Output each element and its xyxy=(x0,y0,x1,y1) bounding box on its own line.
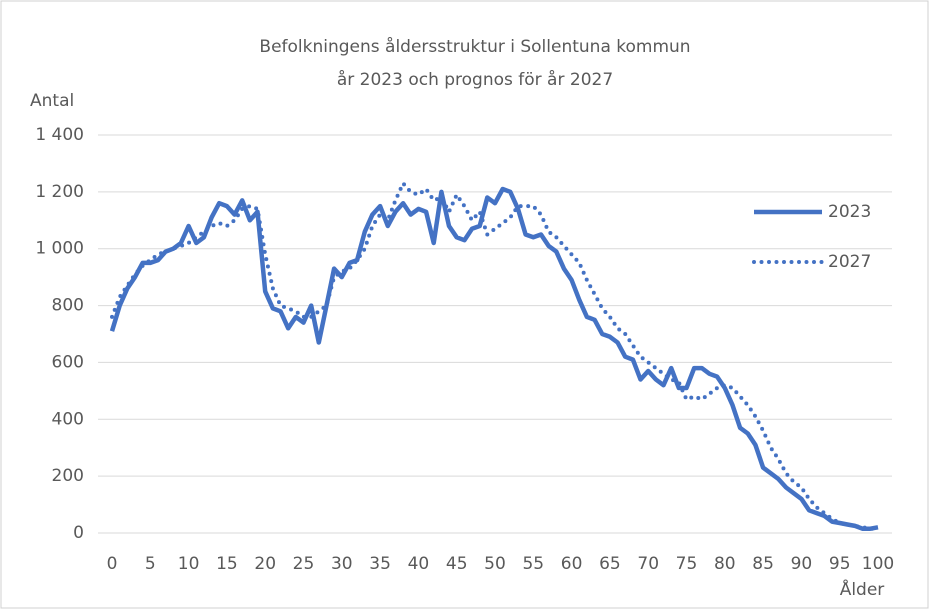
x-tick-label: 85 xyxy=(752,554,774,574)
series-line xyxy=(110,181,880,531)
x-tick-label: 60 xyxy=(561,554,583,574)
y-tick-label: 0 xyxy=(73,523,84,543)
x-tick-label: 100 xyxy=(862,554,894,574)
x-tick-label: 75 xyxy=(676,554,698,574)
y-tick-label: 800 xyxy=(52,296,84,316)
x-tick-label: 35 xyxy=(369,554,391,574)
x-tick-label: 45 xyxy=(446,554,468,574)
x-tick-label: 70 xyxy=(637,554,659,574)
x-tick-label: 0 xyxy=(107,554,118,574)
y-tick-label: 600 xyxy=(52,352,84,372)
x-tick-label: 90 xyxy=(791,554,813,574)
y-tick-label: 1 000 xyxy=(35,239,84,259)
x-tick-label: 80 xyxy=(714,554,736,574)
x-tick-label: 30 xyxy=(331,554,353,574)
y-tick-label: 1 400 xyxy=(35,125,84,145)
x-tick-label: 40 xyxy=(408,554,430,574)
x-tick-label: 55 xyxy=(522,554,544,574)
x-axis-label: Ålder xyxy=(840,578,885,600)
x-tick-label: 50 xyxy=(484,554,506,574)
y-tick-label: 200 xyxy=(52,466,84,486)
chart-title: Befolkningens åldersstruktur i Sollentun… xyxy=(259,36,690,57)
y-axis-label: Antal xyxy=(30,91,74,111)
x-tick-label: 15 xyxy=(216,554,238,574)
legend-label: 2023 xyxy=(828,202,871,222)
x-tick-label: 65 xyxy=(599,554,621,574)
y-tick-label: 1 200 xyxy=(35,182,84,202)
series-line xyxy=(109,186,879,531)
x-tick-label: 10 xyxy=(178,554,200,574)
x-tick-label: 20 xyxy=(254,554,276,574)
y-tick-label: 400 xyxy=(52,409,84,429)
x-tick-label: 5 xyxy=(145,554,156,574)
chart-title: år 2023 och prognos för år 2027 xyxy=(337,69,613,90)
legend-label: 2027 xyxy=(828,252,871,272)
x-tick-label: 25 xyxy=(293,554,315,574)
x-tick-label: 95 xyxy=(829,554,851,574)
